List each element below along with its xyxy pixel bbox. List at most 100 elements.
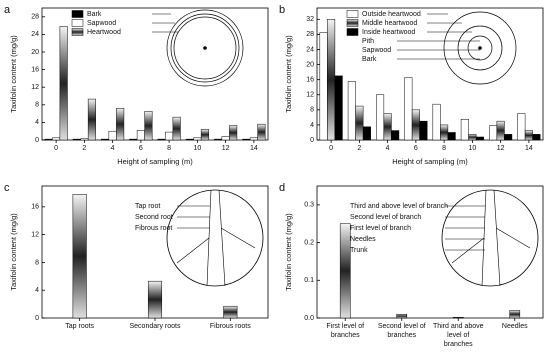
bar (221, 136, 230, 141)
y-axis-label: Taxifolin content (mg/g) (284, 35, 293, 113)
bar (72, 194, 87, 319)
y-tick-label: 8 (35, 102, 39, 109)
bar (242, 138, 251, 141)
bar (108, 130, 117, 141)
x-tick-label: Secondary roots (130, 323, 181, 330)
y-tick-label: 12 (306, 92, 314, 99)
trunk-ring (173, 16, 237, 80)
bar (200, 129, 209, 141)
legend-label: Middle heartwood (362, 20, 417, 27)
bar (144, 111, 153, 141)
bar (517, 113, 526, 141)
bar (383, 113, 392, 141)
panel-letter: b (279, 4, 285, 16)
bar (509, 310, 521, 319)
x-tick-label: 14 (250, 145, 258, 152)
trunk-ring (166, 9, 244, 87)
legend-swatch (346, 28, 359, 36)
annotation: Tap root (135, 203, 160, 210)
bar (468, 134, 477, 141)
legend-label: Bark (87, 11, 102, 18)
x-tick-label: 8 (442, 145, 446, 152)
bar (147, 280, 163, 319)
bar (447, 132, 456, 141)
diagram-circle (441, 189, 539, 287)
bar (249, 137, 258, 141)
annotation: Second root (135, 214, 173, 221)
x-tick-label: First level of branches (326, 323, 364, 339)
y-tick-label: 20 (31, 49, 39, 56)
trunk-ring (170, 13, 240, 83)
legend-swatch (346, 10, 359, 18)
x-tick-label: 6 (414, 145, 418, 152)
bar (391, 130, 400, 141)
y-tick-label: 12 (31, 231, 39, 238)
annotation: First level of branch (350, 225, 411, 232)
x-tick-label: 12 (222, 145, 230, 152)
x-tick-label: 14 (525, 145, 533, 152)
diagram-circle (166, 189, 264, 287)
trunk-ring (443, 11, 517, 85)
y-tick-label: 0 (310, 137, 314, 144)
y-tick-label: 28 (31, 14, 39, 21)
bar (355, 105, 364, 141)
bar (116, 108, 125, 141)
bar (319, 32, 328, 141)
x-tick-label: 2 (357, 145, 361, 152)
y-tick-label: 0 (35, 137, 39, 144)
y-tick-label: 0.2 (304, 239, 314, 246)
y-tick-label: 24 (31, 31, 39, 38)
bar (257, 123, 266, 141)
bar (229, 125, 238, 141)
bar (411, 109, 420, 141)
y-axis-label: Taxifolin content (mg/g) (9, 213, 18, 291)
annotation: Trunk (350, 247, 368, 254)
annotation: Pith (362, 38, 374, 45)
trunk-ring (467, 35, 493, 61)
x-tick-label: 6 (139, 145, 143, 152)
bar (475, 136, 484, 141)
bar (419, 120, 428, 141)
bar (52, 137, 61, 141)
y-tick-label: 0 (35, 315, 39, 322)
bar (460, 119, 469, 141)
x-tick-label: 10 (468, 145, 476, 152)
x-tick-label: 4 (111, 145, 115, 152)
y-tick-label: 4 (35, 287, 39, 294)
bar (396, 313, 408, 319)
annotation: Third and above level of branch (350, 203, 448, 210)
y-tick-label: 16 (306, 77, 314, 84)
x-tick-label: 2 (82, 145, 86, 152)
panel-letter: d (279, 182, 285, 194)
bar (157, 138, 166, 141)
bar (334, 75, 343, 141)
bar (136, 130, 145, 141)
x-tick-label: 8 (167, 145, 171, 152)
x-tick-label: Tap roots (65, 323, 94, 330)
annotation: Sapwood (362, 47, 391, 54)
x-tick-label: 4 (386, 145, 390, 152)
y-tick-label: 28 (306, 31, 314, 38)
legend-label: Heartwood (87, 29, 121, 36)
x-tick-label: Fibrous roots (210, 323, 251, 330)
bar (339, 223, 351, 319)
x-axis-label: Height of sampling (m) (117, 157, 193, 166)
legend-swatch (346, 19, 359, 27)
x-tick-label: 12 (497, 145, 505, 152)
legend-label: Outside heartwood (362, 11, 421, 18)
panel-letter: c (4, 182, 10, 194)
x-tick-label: Third and above level of branches (433, 323, 484, 348)
y-tick-label: 16 (31, 204, 39, 211)
legend-label: Inside heartwood (362, 29, 415, 36)
y-tick-label: 4 (310, 122, 314, 129)
trunk-ring (457, 25, 503, 71)
bar (44, 138, 53, 141)
y-tick-label: 4 (35, 119, 39, 126)
bar (452, 316, 464, 319)
y-tick-label: 8 (310, 107, 314, 114)
legend-swatch (71, 28, 84, 36)
y-tick-label: 0.0 (304, 315, 314, 322)
y-tick-label: 24 (306, 46, 314, 53)
bar (80, 138, 89, 141)
